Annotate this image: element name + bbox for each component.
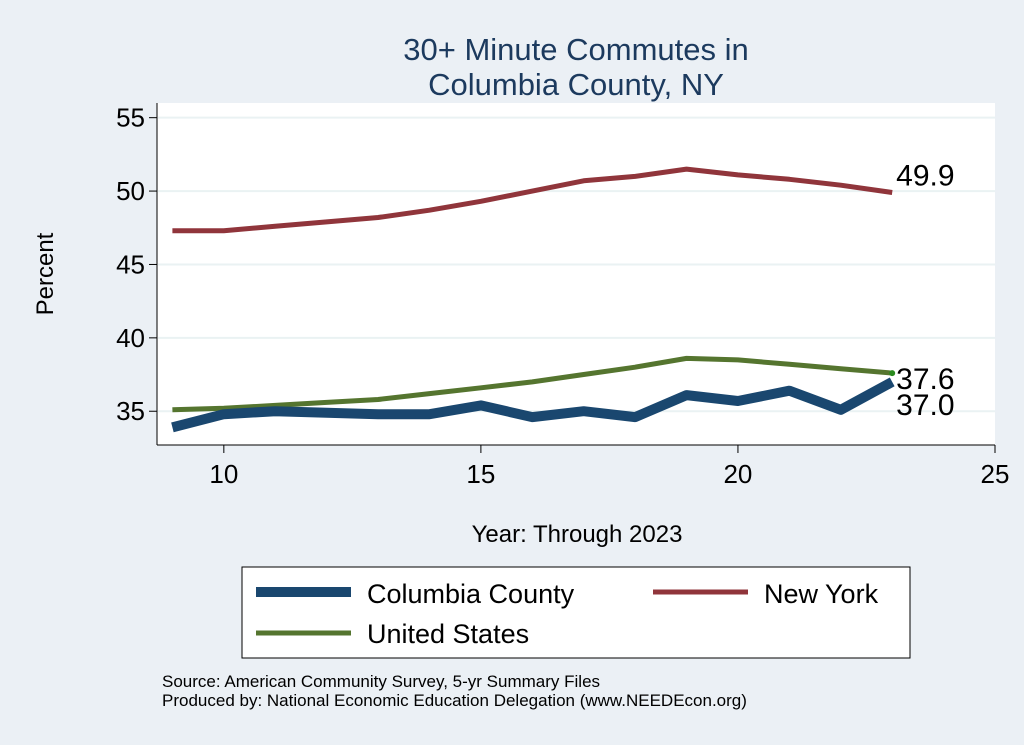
series-line-new-york xyxy=(172,166,893,234)
series-lines xyxy=(171,166,896,433)
plot-area xyxy=(157,103,995,445)
chart-title: 30+ Minute Commutes in Columbia County, … xyxy=(403,32,748,102)
x-tick-label-15: 15 xyxy=(466,459,495,489)
x-axis-label: Year: Through 2023 xyxy=(472,521,683,548)
x-axis-ticks: 10 15 20 25 xyxy=(209,445,1009,489)
y-tick-label-35: 35 xyxy=(116,396,145,426)
end-value-label-united-states: 37.6 xyxy=(896,363,954,396)
legend-label-new-york: New York xyxy=(764,579,879,609)
y-axis-ticks: 35 40 45 50 55 xyxy=(116,103,157,426)
chart-title-line-2: Columbia County, NY xyxy=(428,67,724,102)
chart-title-line-1: 30+ Minute Commutes in xyxy=(403,32,748,67)
series-line-columbia-county xyxy=(171,377,895,433)
source-note: Source: American Community Survey, 5-yr … xyxy=(162,672,601,691)
y-tick-label-40: 40 xyxy=(116,323,145,353)
series-end-marker-united-states xyxy=(889,370,896,377)
legend: Columbia County New York United States xyxy=(241,566,911,659)
y-tick-label-45: 45 xyxy=(116,249,145,279)
y-tick-label-55: 55 xyxy=(116,103,145,133)
end-value-label-columbia-county: 37.0 xyxy=(896,389,954,422)
x-tick-label-25: 25 xyxy=(981,459,1010,489)
end-value-labels: 37.0 49.9 37.6 xyxy=(896,160,954,422)
series-line-united-states xyxy=(172,355,893,413)
x-tick-label-20: 20 xyxy=(723,459,752,489)
legend-label-united-states: United States xyxy=(367,619,529,649)
legend-label-columbia-county: Columbia County xyxy=(367,579,575,609)
x-tick-label-10: 10 xyxy=(209,459,238,489)
end-value-label-new-york: 49.9 xyxy=(896,160,954,193)
legend-box xyxy=(241,566,911,659)
y-tick-label-50: 50 xyxy=(116,176,145,206)
y-axis-label: Percent xyxy=(32,232,59,315)
produced-by-note: Produced by: National Economic Education… xyxy=(162,691,747,710)
